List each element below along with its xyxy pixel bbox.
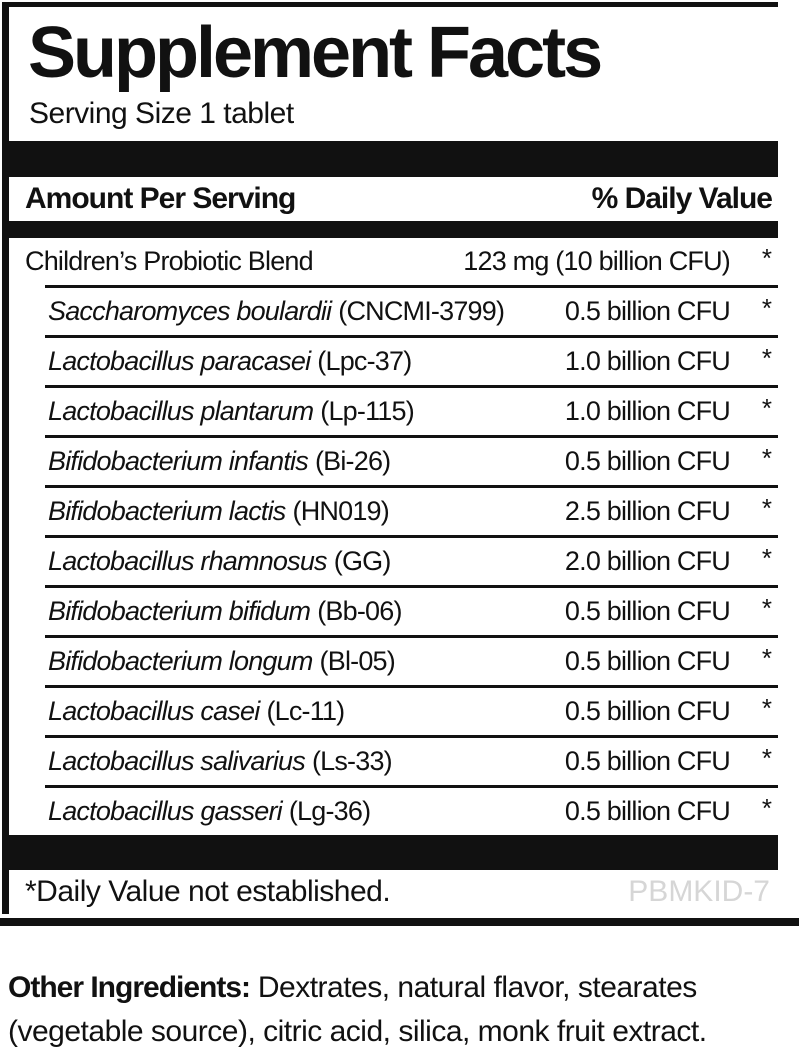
- ingredient-amount: 1.0 billion CFU: [564, 395, 731, 426]
- product-code: PBMKID-7: [628, 874, 770, 908]
- strain-code: (Lc-11): [266, 695, 345, 726]
- dv-asterisk: *: [761, 542, 772, 573]
- ingredient-row: Bifidobacterium bifidum (Bb-06) 0.5 billi…: [45, 584, 778, 635]
- ingredient-amount: 2.0 billion CFU: [564, 545, 731, 576]
- footnote-row: *Daily Value not established. PBMKID-7: [9, 870, 778, 914]
- species-name: Bifidobacterium bifidum: [48, 595, 311, 626]
- panel-title: Supplement Facts: [28, 13, 603, 93]
- ingredient-row: Lactobacillus paracasei (Lpc-37) 1.0 bill…: [45, 334, 778, 385]
- ingredient-name: Lactobacillus casei (Lc-11): [48, 696, 565, 727]
- dv-asterisk: *: [761, 692, 772, 723]
- species-name: Lactobacillus plantarum: [48, 395, 314, 426]
- ingredient-amount: 0.5 billion CFU: [564, 445, 731, 476]
- blend-amount: 123 mg (10 billion CFU): [463, 245, 731, 276]
- dv-asterisk: *: [761, 342, 772, 373]
- strain-code: (Lpc-37): [317, 345, 412, 376]
- strain-code: (HN019): [292, 495, 390, 526]
- dv-asterisk: *: [761, 742, 772, 773]
- ingredient-amount: 1.0 billion CFU: [564, 345, 731, 376]
- ingredient-row: Lactobacillus rhamnosus (GG) 2.0 billion …: [45, 534, 778, 585]
- ingredient-amount: 0.5 billion CFU: [564, 645, 731, 676]
- ingredient-rows: Children’s Probiotic Blend 123 mg (10 bi…: [9, 238, 778, 835]
- other-ingredients-heading: Other Ingredients:: [8, 971, 251, 1004]
- ingredient-name: Bifidobacterium lactis (HN019): [48, 496, 565, 527]
- ingredient-row: Lactobacillus salivarius (Ls-33) 0.5 bill…: [45, 734, 778, 785]
- dv-asterisk: *: [761, 642, 772, 673]
- ingredient-name: Bifidobacterium infantis (Bi-26): [48, 446, 565, 477]
- blend-name: Children’s Probiotic Blend: [25, 245, 314, 276]
- ingredient-name: Bifidobacterium bifidum (Bb-06): [48, 596, 565, 627]
- blend-row: Children’s Probiotic Blend 123 mg (10 bi…: [9, 238, 778, 285]
- panel-bottom-rule: [0, 918, 799, 926]
- species-name: Bifidobacterium longum: [48, 645, 313, 676]
- species-name: Bifidobacterium lactis: [48, 495, 286, 526]
- strain-code: (Lg-36): [288, 795, 371, 826]
- ingredient-amount: 0.5 billion CFU: [564, 745, 731, 776]
- amount-per-serving-header: Amount Per Serving: [25, 181, 296, 215]
- ingredient-name: Lactobacillus paracasei (Lpc-37): [48, 346, 565, 377]
- ingredient-amount: 0.5 billion CFU: [564, 595, 731, 626]
- ingredient-row: Saccharomyces boulardii (CNCMI-3799) 0.5 …: [45, 284, 778, 335]
- species-name: Lactobacillus casei: [48, 695, 260, 726]
- supplement-facts-panel: Supplement Facts Serving Size 1 tablet A…: [2, 2, 778, 914]
- strain-code: (Lp-115): [320, 395, 414, 426]
- ingredient-name: Saccharomyces boulardii (CNCMI-3799): [48, 296, 565, 327]
- ingredient-name: Lactobacillus rhamnosus (GG): [48, 546, 565, 577]
- daily-value-footnote: *Daily Value not established.: [25, 874, 391, 908]
- ingredient-row: Lactobacillus casei (Lc-11) 0.5 billion C…: [45, 684, 778, 735]
- dv-asterisk: *: [761, 442, 772, 473]
- divider-bar-top: [9, 140, 778, 177]
- species-name: Bifidobacterium infantis: [48, 445, 309, 476]
- ingredient-amount: 0.5 billion CFU: [564, 295, 731, 326]
- species-name: Lactobacillus gasseri: [48, 795, 283, 826]
- strain-code: (Bl-05): [319, 645, 396, 676]
- divider-bar-bottom: [9, 834, 778, 870]
- ingredient-row: Lactobacillus gasseri (Lg-36) 0.5 billion…: [45, 784, 778, 835]
- species-name: Lactobacillus rhamnosus: [48, 545, 328, 576]
- ingredient-name: Bifidobacterium longum (Bl-05): [48, 646, 565, 677]
- strain-code: (Ls-33): [311, 745, 393, 776]
- ingredient-row: Bifidobacterium longum (Bl-05) 0.5 billio…: [45, 634, 778, 685]
- dv-asterisk: *: [761, 292, 772, 323]
- ingredient-row: Bifidobacterium lactis (HN019) 2.5 billio…: [45, 484, 778, 535]
- ingredient-name: Lactobacillus plantarum (Lp-115): [48, 396, 565, 427]
- blend-dv-asterisk: *: [761, 242, 772, 273]
- strain-code: (Bi-26): [314, 445, 391, 476]
- ingredient-row: Lactobacillus plantarum (Lp-115) 1.0 bill…: [45, 384, 778, 435]
- column-header-row: Amount Per Serving % Daily Value: [9, 177, 778, 221]
- strain-code: (CNCMI-3799): [338, 295, 505, 326]
- serving-size: Serving Size 1 tablet: [29, 96, 294, 130]
- divider-bar-mid: [9, 220, 778, 238]
- species-name: Lactobacillus salivarius: [48, 745, 306, 776]
- ingredient-amount: 0.5 billion CFU: [564, 795, 731, 826]
- dv-asterisk: *: [761, 392, 772, 423]
- dv-asterisk: *: [761, 492, 772, 523]
- species-name: Saccharomyces boulardii: [48, 295, 332, 326]
- species-name: Lactobacillus paracasei: [48, 345, 311, 376]
- ingredient-row: Bifidobacterium infantis (Bi-26) 0.5 bill…: [45, 434, 778, 485]
- strain-code: (GG): [333, 545, 392, 576]
- dv-asterisk: *: [761, 792, 772, 823]
- daily-value-header: % Daily Value: [591, 181, 773, 215]
- other-ingredients: Other Ingredients: Dextrates, natural fl…: [8, 966, 797, 1054]
- dv-asterisk: *: [761, 592, 772, 623]
- ingredient-name: Lactobacillus gasseri (Lg-36): [48, 796, 565, 827]
- ingredient-amount: 2.5 billion CFU: [564, 495, 731, 526]
- ingredient-amount: 0.5 billion CFU: [564, 695, 731, 726]
- strain-code: (Bb-06): [317, 595, 402, 626]
- ingredient-name: Lactobacillus salivarius (Ls-33): [48, 746, 565, 777]
